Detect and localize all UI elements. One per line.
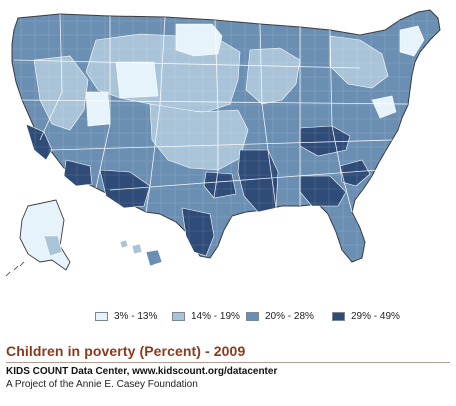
credit-text: A Project of the Annie E. Casey Foundati… bbox=[6, 379, 198, 390]
us-map bbox=[0, 0, 456, 300]
map-title: Children in poverty (Percent) - 2009 bbox=[6, 343, 246, 359]
legend-label: 20% - 28% bbox=[265, 310, 314, 322]
legend-item-4: 29% - 49% bbox=[332, 311, 400, 322]
choropleth-map bbox=[0, 0, 456, 300]
legend-item-1: 3% - 13% bbox=[95, 311, 157, 322]
legend-label: 3% - 13% bbox=[114, 310, 158, 322]
legend-label: 14% - 19% bbox=[191, 310, 240, 322]
legend-swatch bbox=[95, 311, 108, 321]
map-region bbox=[131, 243, 143, 255]
legend-swatch bbox=[332, 311, 345, 321]
legend-item-3: 20% - 28% bbox=[246, 311, 314, 322]
alaska-region-class2 bbox=[43, 235, 63, 257]
legend-label: 29% - 49% bbox=[351, 310, 400, 322]
map-region bbox=[119, 239, 129, 249]
hawaii bbox=[119, 239, 163, 267]
legend: 3% - 13% 14% - 19% 20% - 28% 29% - 49% bbox=[0, 304, 456, 328]
map-region bbox=[145, 249, 163, 267]
source-text: KIDS COUNT Data Center, www.kidscount.or… bbox=[6, 366, 278, 377]
legend-swatch bbox=[172, 311, 185, 321]
legend-swatch bbox=[246, 311, 259, 321]
legend-item-2: 14% - 19% bbox=[172, 311, 240, 322]
alaska-island-chain bbox=[5, 261, 25, 277]
divider bbox=[6, 362, 450, 363]
